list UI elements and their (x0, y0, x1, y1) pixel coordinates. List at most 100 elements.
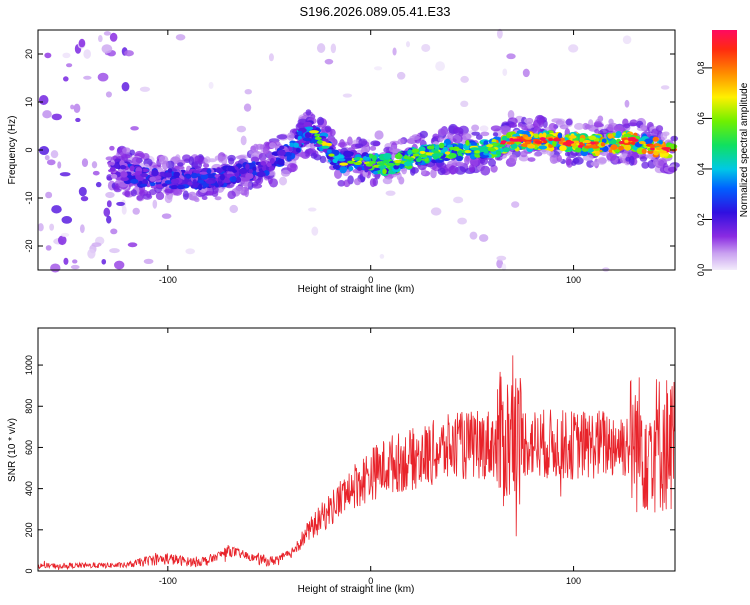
spectrogram-blob (206, 168, 212, 174)
spectrogram-blob (232, 169, 237, 173)
spectrogram-blob (552, 140, 557, 147)
spectrogram-blob (508, 131, 516, 135)
spectrogram-blob (314, 136, 322, 140)
spectrogram-blob (269, 157, 275, 165)
spectrogram-blob (129, 149, 136, 156)
spectrogram-blob (70, 264, 80, 270)
spectrogram-blob (200, 173, 209, 180)
spectrogram-blob (120, 171, 128, 178)
spectrogram-blob (141, 168, 150, 173)
snr-series-line (37, 355, 676, 571)
spectrogram-blob (324, 58, 334, 65)
spectrogram-blob (479, 125, 489, 132)
spectrogram-blob (44, 155, 50, 161)
spectrogram-blob (286, 155, 292, 162)
spectrogram-blob (474, 150, 480, 154)
spectrogram-blob (98, 34, 103, 43)
spectrogram-blob (382, 159, 390, 164)
spectrogram-xtick-label: -100 (159, 275, 177, 285)
spectrogram-blob (470, 147, 480, 151)
spectrogram-blob (374, 130, 384, 140)
spectrogram-blob (205, 179, 214, 184)
spectrogram-blob (57, 235, 67, 246)
spectrogram-blob (552, 138, 562, 142)
spectrogram-blob (208, 81, 214, 89)
spectrogram-blob (456, 161, 464, 167)
spectrogram-blob (448, 152, 457, 159)
spectrogram-blob (172, 187, 183, 196)
spectrogram-blob (139, 86, 151, 92)
spectrogram-blob (238, 168, 248, 175)
spectrogram-blob (215, 167, 223, 174)
spectrogram-blob (396, 71, 406, 80)
spectrogram-blob (517, 123, 523, 128)
spectrogram-blob (81, 158, 89, 168)
spectrogram-blob (243, 103, 252, 112)
spectrogram-blob (103, 207, 111, 217)
spectrogram-blob (433, 150, 441, 155)
spectrogram-blob (119, 160, 125, 167)
spectrogram-blob (219, 173, 225, 181)
spectrogram-blob (435, 61, 446, 72)
spectrogram-blob (527, 157, 536, 162)
spectrogram-blob (101, 258, 107, 265)
spectrogram-blob (588, 144, 597, 148)
spectrogram-blob (175, 34, 186, 41)
spectrogram-blob (628, 155, 635, 166)
spectrogram-blob (382, 177, 393, 185)
spectrogram-blob (460, 132, 472, 141)
spectrogram-blob (594, 141, 599, 145)
spectrogram-ylabel: Frequency (Hz) (7, 116, 18, 185)
spectrogram-blob (496, 28, 503, 39)
spectrogram-blob (161, 160, 169, 171)
spectrogram-blob (370, 140, 381, 147)
spectrogram-blob (106, 200, 112, 208)
spectrogram-blob (194, 197, 200, 203)
spectrogram-blob (63, 76, 69, 82)
spectrogram-blob (227, 154, 236, 162)
spectrogram-blob (312, 125, 317, 130)
spectrogram-blob (173, 171, 180, 178)
spectrogram-blob (369, 178, 377, 188)
spectrogram-blob (326, 149, 332, 154)
spectrogram-blob (405, 41, 410, 48)
spectrogram-blob (426, 145, 435, 150)
spectrogram-blob (51, 205, 62, 214)
spectrogram-blob (362, 155, 370, 161)
snr-xtick-label: -100 (159, 576, 177, 586)
spectrogram-blob (486, 144, 494, 148)
spectrogram-blob (244, 89, 252, 95)
spectrogram-blob (182, 154, 192, 162)
spectrogram-blob (639, 124, 648, 131)
spectrogram-blob (240, 177, 250, 182)
spectrogram-blob (623, 133, 632, 138)
spectrogram-blob (45, 191, 53, 199)
spectrogram-blob (448, 165, 459, 175)
colorbar-gradient (712, 30, 737, 270)
spectrogram-blob (378, 165, 386, 169)
spectrogram-blob (629, 119, 638, 127)
spectrogram-blob (311, 226, 319, 236)
spectrogram-blob (109, 167, 116, 172)
spectrogram-blob (152, 199, 158, 209)
spectrogram-blob (521, 125, 529, 131)
spectrogram-blob (369, 160, 375, 165)
spectrogram-blob (670, 135, 679, 142)
spectrogram-blob (641, 148, 647, 155)
spectrogram-blob (397, 152, 402, 158)
snr-ytick-label: 200 (24, 522, 34, 537)
spectrogram-blob (190, 172, 198, 179)
spectrogram-blob (500, 125, 511, 135)
colorbar-tick-label: 0.4 (696, 163, 706, 176)
spectrogram-blob (204, 156, 211, 164)
snr-ytick-label: 400 (24, 481, 34, 496)
spectrogram-blob (316, 140, 323, 144)
spectrogram-blob (559, 124, 569, 130)
spectrogram-blob (231, 175, 237, 183)
spectrogram-blob (394, 162, 400, 166)
spectrogram-blob (260, 161, 267, 166)
spectrogram-blob (51, 113, 63, 121)
spectrogram-blob (524, 136, 532, 140)
